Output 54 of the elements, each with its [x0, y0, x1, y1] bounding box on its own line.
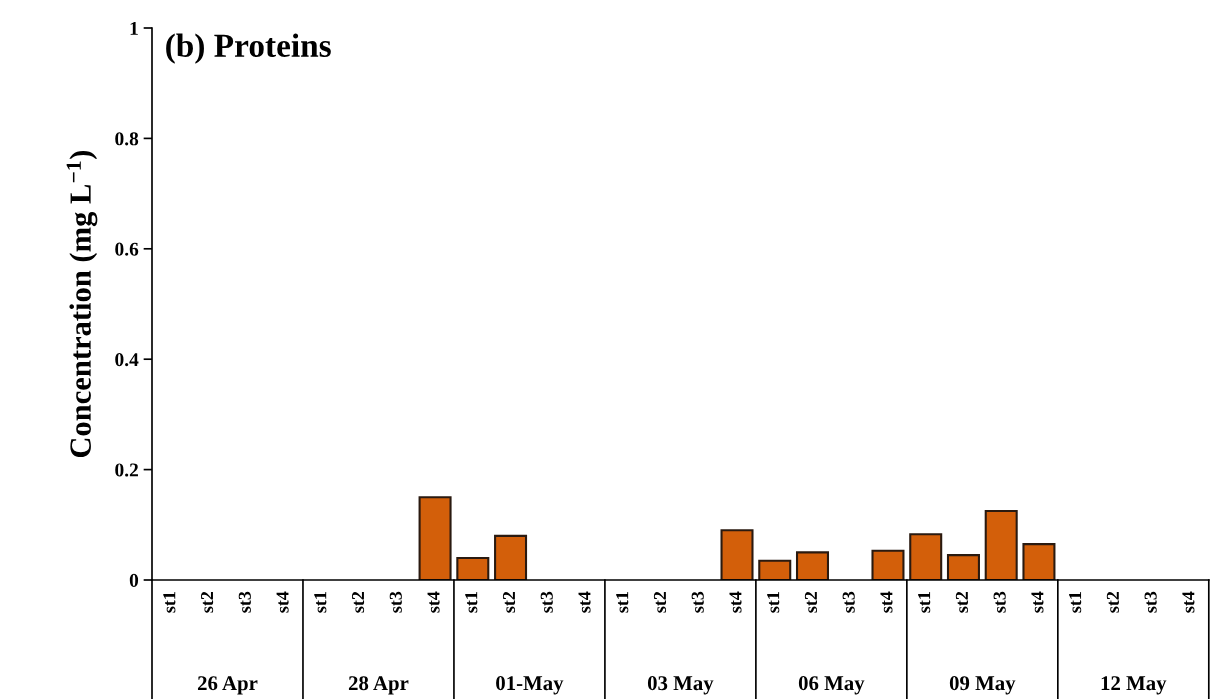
x-tick-label: st2 — [653, 591, 667, 613]
x-tick-label: st3 — [540, 591, 553, 613]
x-tick-label: st4 — [578, 591, 591, 613]
text: 12 May — [1101, 676, 1167, 695]
x-tick-label: st1 — [163, 592, 176, 613]
bar — [758, 559, 792, 580]
y-axis-title: Concentration (mg L$^{−1}$) — [66, 150, 98, 458]
text: 28 Apr — [348, 676, 409, 695]
x-tick-label: st4 — [729, 591, 742, 613]
x-tick-label: st2 — [201, 591, 214, 613]
y-tick-label: 0.6 — [115, 242, 139, 256]
bar — [871, 549, 905, 580]
bar — [984, 509, 1018, 580]
x-tick-label: st3 — [842, 591, 855, 613]
x-tick-label: st3 — [238, 591, 251, 613]
x-tick-label: st1 — [1069, 592, 1082, 613]
bar — [946, 554, 980, 580]
text: 26 Apr — [197, 676, 258, 695]
x-tick-label: st1 — [465, 592, 478, 613]
chart-title: (b) Proteins — [166, 33, 331, 64]
x-tick-label: st4 — [1031, 591, 1044, 613]
bar — [909, 533, 943, 580]
x-tick-label: st2 — [351, 591, 365, 613]
x-tick-label: st4 — [427, 591, 440, 613]
x-tick-label: st2 — [804, 591, 818, 613]
bar — [720, 529, 754, 580]
y-tick-label: 0.4 — [115, 353, 139, 367]
bar — [1022, 543, 1056, 580]
x-tick-label: st1 — [767, 592, 780, 613]
x-tick-label: st2 — [1106, 591, 1119, 613]
bar — [456, 556, 490, 580]
x-tick-label: st4 — [1182, 591, 1195, 613]
bar — [494, 534, 528, 580]
text: 01-May — [496, 676, 564, 695]
x-tick-label: st2 — [502, 591, 516, 613]
bar — [795, 551, 830, 580]
x-tick-label: st2 — [955, 591, 968, 613]
y-tick-label: 0.2 — [115, 463, 138, 477]
x-tick-label: st3 — [389, 591, 402, 613]
text: 06 May — [798, 676, 865, 695]
y-tick-label: 0 — [129, 573, 139, 587]
x-tick-label: st1 — [616, 592, 629, 613]
y-tick-label: 0.8 — [115, 132, 139, 146]
x-tick-label: st3 — [993, 591, 1006, 613]
x-tick-label: st3 — [1144, 591, 1157, 613]
text: 03 May — [647, 676, 714, 695]
x-tick-label: st1 — [918, 592, 931, 613]
bar — [418, 496, 452, 580]
x-tick-label: st4 — [880, 591, 893, 613]
text: 09 May — [949, 676, 1016, 695]
y-tick-label: 1 — [130, 21, 138, 35]
x-tick-label: st4 — [276, 591, 289, 613]
x-tick-label: st3 — [691, 591, 704, 613]
x-tick-label: st1 — [314, 592, 327, 613]
